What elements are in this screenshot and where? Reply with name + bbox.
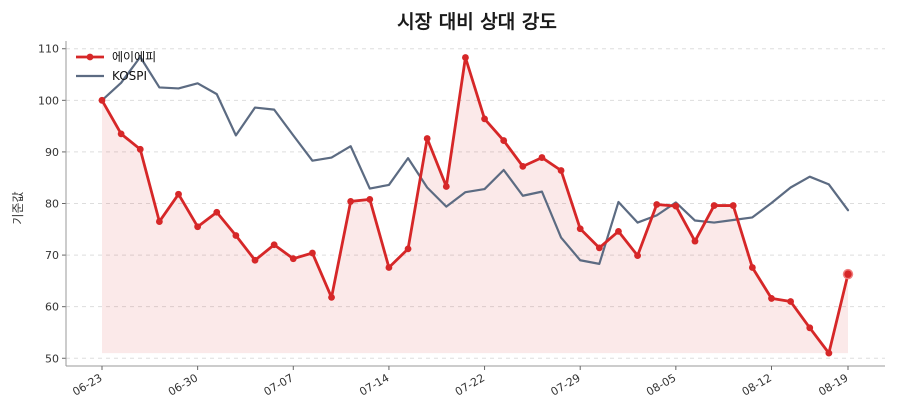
data-point	[691, 237, 699, 245]
x-tick-label: 06-23	[70, 371, 104, 398]
data-point	[404, 245, 412, 253]
x-tick-label: 08-12	[740, 371, 774, 398]
y-axis-label: 기준값	[11, 191, 25, 224]
series-layer	[98, 54, 854, 357]
data-point	[634, 252, 641, 260]
data-point	[557, 167, 565, 174]
data-point	[328, 293, 335, 301]
series-line	[100, 55, 850, 265]
data-point	[155, 218, 163, 225]
grid-lines	[66, 48, 885, 359]
data-point	[576, 225, 584, 233]
data-point	[748, 264, 756, 271]
data-point	[842, 268, 854, 280]
data-point	[672, 202, 680, 210]
y-tick-label: 80	[45, 198, 59, 211]
x-tick-label: 07-22	[453, 371, 487, 398]
data-point	[347, 198, 355, 205]
data-point	[481, 115, 488, 123]
x-tick-label: 08-05	[644, 371, 678, 398]
data-point	[500, 137, 508, 144]
chart-title: 시장 대비 상대 강도	[397, 11, 557, 33]
x-tick-label: 06-30	[166, 371, 200, 398]
data-point	[232, 232, 240, 239]
data-point	[653, 201, 661, 208]
data-point	[194, 223, 202, 231]
y-tick-label: 50	[45, 352, 59, 365]
data-point	[423, 135, 431, 142]
data-point	[825, 349, 833, 357]
data-point	[729, 202, 737, 209]
data-point	[519, 162, 527, 170]
data-point	[136, 145, 144, 153]
data-point	[806, 324, 814, 332]
data-point	[289, 255, 297, 263]
x-tick-label: 07-07	[262, 371, 296, 398]
data-point	[768, 295, 775, 302]
legend-label: 에이에피	[112, 50, 156, 64]
y-tick-label: 90	[45, 146, 59, 159]
data-point	[442, 183, 450, 190]
data-point	[538, 154, 546, 161]
data-point	[710, 202, 718, 209]
legend-label: KOSPI	[112, 69, 147, 83]
legend-marker	[86, 53, 94, 61]
data-point	[787, 298, 795, 305]
series-area-fill	[102, 57, 848, 354]
area-fill-layer	[102, 57, 848, 354]
x-tick-label: 07-14	[357, 371, 391, 398]
y-tick-label: 100	[38, 94, 59, 107]
x-tick-label: 08-19	[816, 371, 850, 398]
data-point	[98, 96, 106, 104]
data-point	[251, 256, 259, 264]
data-point	[595, 244, 603, 252]
data-point	[366, 195, 374, 203]
data-point	[270, 241, 278, 249]
y-tick-label: 60	[45, 301, 59, 314]
data-point	[117, 130, 125, 138]
data-point	[309, 249, 316, 257]
data-point	[385, 264, 393, 271]
y-tick-label: 70	[45, 249, 59, 262]
y-tick-label: 110	[38, 43, 59, 56]
legend: 에이에피 KOSPI	[76, 50, 156, 83]
data-point	[213, 208, 221, 216]
series-line	[100, 56, 850, 355]
data-point	[462, 54, 469, 61]
x-tick-label: 07-29	[549, 371, 583, 398]
data-point	[175, 190, 182, 198]
data-point	[615, 227, 622, 235]
